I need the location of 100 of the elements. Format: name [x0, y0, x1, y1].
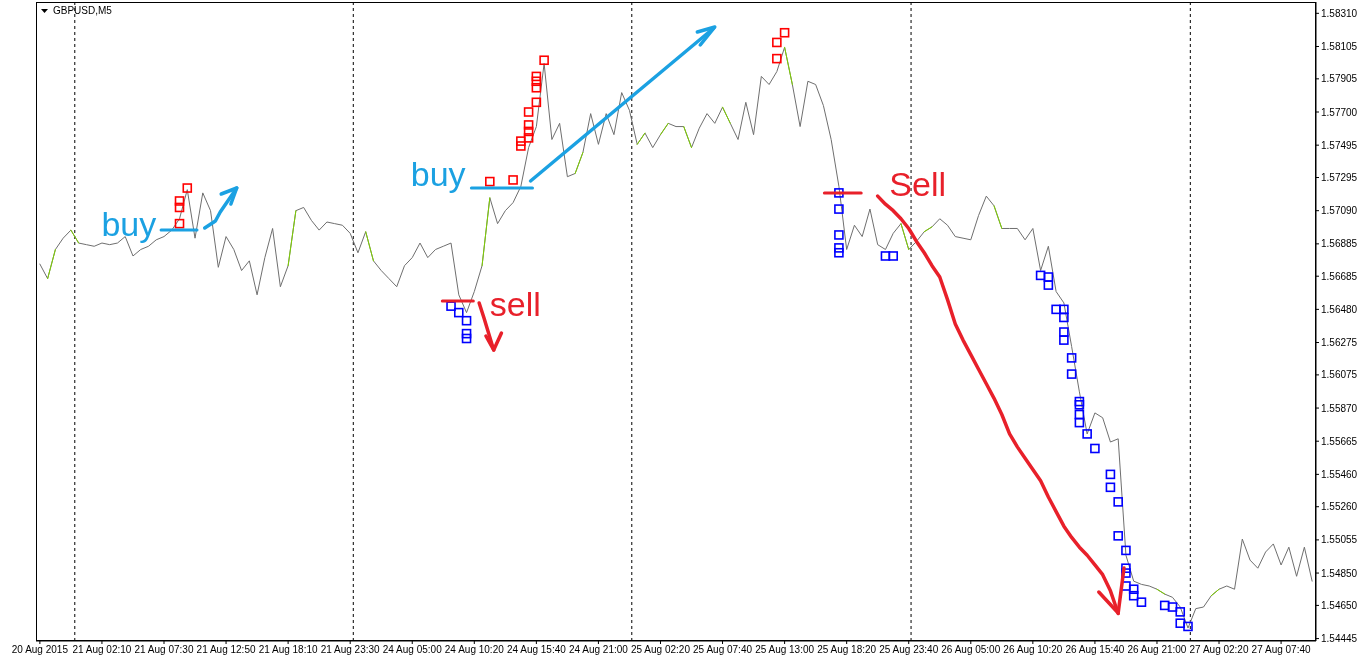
x-tick-label: 27 Aug 02:20	[1189, 644, 1249, 656]
point	[1113, 497, 1123, 507]
point	[508, 175, 518, 185]
point	[1167, 602, 1178, 612]
point	[1128, 590, 1139, 601]
x-tick-label: 26 Aug 05:00	[941, 644, 1001, 656]
x-tick-label: 25 Aug 23:40	[879, 644, 939, 656]
x-tick-label: 25 Aug 18:20	[817, 644, 877, 656]
y-tick-label: 1.55870	[1321, 402, 1358, 414]
y-tick-label: 1.54445	[1321, 633, 1358, 645]
point	[174, 218, 185, 229]
y-tick-label: 1.57495	[1321, 139, 1358, 151]
y-tick-label: 1.58310	[1321, 7, 1358, 19]
point	[1035, 270, 1046, 281]
point	[1066, 353, 1077, 363]
y-tick-label: 1.57090	[1321, 205, 1358, 217]
point	[523, 107, 534, 117]
point	[1105, 469, 1116, 480]
y-tick-label: 1.56885	[1321, 238, 1358, 250]
point	[1121, 563, 1131, 573]
y-tick-label: 1.57700	[1321, 106, 1358, 118]
y-tick-label: 1.57905	[1321, 73, 1358, 85]
point	[772, 37, 782, 48]
x-tick-label: 26 Aug 15:40	[1065, 644, 1125, 656]
point	[1113, 531, 1123, 541]
point	[1066, 369, 1077, 379]
y-tick-label: 1.56685	[1321, 270, 1358, 282]
point	[834, 247, 844, 258]
point	[1043, 272, 1054, 282]
y-tick-label: 1.55055	[1321, 534, 1358, 546]
point	[1074, 417, 1085, 428]
point	[461, 328, 472, 339]
point	[461, 315, 472, 326]
point	[1059, 327, 1069, 337]
point	[539, 55, 549, 66]
point	[523, 120, 534, 130]
y-tick-label: 1.54650	[1321, 599, 1358, 611]
line-series	[875, 194, 1120, 616]
x-tick-label: 20 Aug 2015	[11, 644, 69, 656]
point	[779, 27, 790, 38]
x-tick-label: 24 Aug 10:20	[444, 644, 505, 656]
point	[1059, 304, 1069, 315]
point	[1175, 607, 1186, 617]
annotation: buy	[410, 155, 466, 193]
x-tick-label: 26 Aug 10:20	[1003, 644, 1063, 656]
point	[834, 188, 844, 198]
point	[182, 183, 193, 193]
point	[453, 307, 464, 318]
point	[523, 133, 534, 143]
x-tick-label: 21 Aug 12:50	[196, 644, 256, 656]
y-tick-label: 1.55665	[1321, 435, 1358, 447]
y-tick-label: 1.55260	[1321, 501, 1358, 513]
point	[1183, 621, 1193, 632]
point	[888, 251, 899, 261]
x-tick-label: 25 Aug 02:20	[631, 644, 691, 656]
point	[531, 82, 542, 93]
point	[834, 243, 844, 253]
point	[531, 71, 542, 82]
point	[174, 196, 185, 206]
point	[516, 141, 526, 151]
point	[1121, 545, 1131, 556]
point	[834, 204, 844, 214]
point	[1136, 597, 1147, 607]
annotation: Sell	[889, 165, 947, 203]
x-tick-label: 26 Aug 21:00	[1127, 644, 1187, 656]
point	[531, 76, 542, 87]
point	[1059, 335, 1069, 345]
x-tick-label: 21 Aug 23:30	[320, 644, 381, 656]
point	[1059, 312, 1069, 323]
point	[174, 202, 185, 213]
point	[1074, 396, 1085, 407]
point	[485, 176, 495, 187]
annotation: sell	[489, 285, 541, 323]
point	[1128, 584, 1139, 595]
y-tick-label: 1.58105	[1321, 41, 1358, 53]
point	[1082, 429, 1092, 439]
point	[834, 230, 844, 240]
point	[1175, 618, 1186, 629]
point	[1074, 400, 1085, 410]
point	[1105, 482, 1116, 493]
point	[772, 53, 782, 64]
point	[1043, 280, 1054, 290]
point	[461, 333, 472, 344]
point	[1159, 600, 1170, 611]
point	[523, 126, 534, 137]
chart-title: GBPUSD,M5	[53, 5, 112, 16]
point	[531, 97, 542, 108]
x-tick-label: 25 Aug 07:40	[693, 644, 753, 656]
point	[1074, 409, 1085, 420]
x-tick-label: 21 Aug 18:10	[258, 644, 319, 656]
y-tick-label: 1.55460	[1321, 468, 1358, 480]
x-tick-label: 21 Aug 02:10	[72, 644, 132, 656]
y-tick-label: 1.56480	[1321, 303, 1358, 315]
x-tick-label: 27 Aug 07:40	[1251, 644, 1311, 656]
x-tick-label: 24 Aug 15:40	[506, 644, 567, 656]
y-tick-label: 1.56075	[1321, 369, 1358, 381]
y-tick-label: 1.57295	[1321, 172, 1358, 184]
x-tick-label: 24 Aug 21:00	[568, 644, 629, 656]
y-tick-label: 1.56275	[1321, 337, 1358, 349]
point	[516, 136, 526, 146]
